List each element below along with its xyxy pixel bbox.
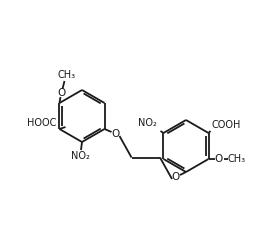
Text: NO₂: NO₂ xyxy=(70,151,89,161)
Text: O: O xyxy=(172,172,180,182)
Text: COOH: COOH xyxy=(212,120,241,130)
Text: O: O xyxy=(57,88,66,98)
Text: O: O xyxy=(214,154,223,164)
Text: CH₃: CH₃ xyxy=(57,70,76,80)
Text: HOOC: HOOC xyxy=(27,118,56,128)
Text: O: O xyxy=(111,129,120,139)
Text: CH₃: CH₃ xyxy=(227,154,246,164)
Text: NO₂: NO₂ xyxy=(138,118,157,128)
